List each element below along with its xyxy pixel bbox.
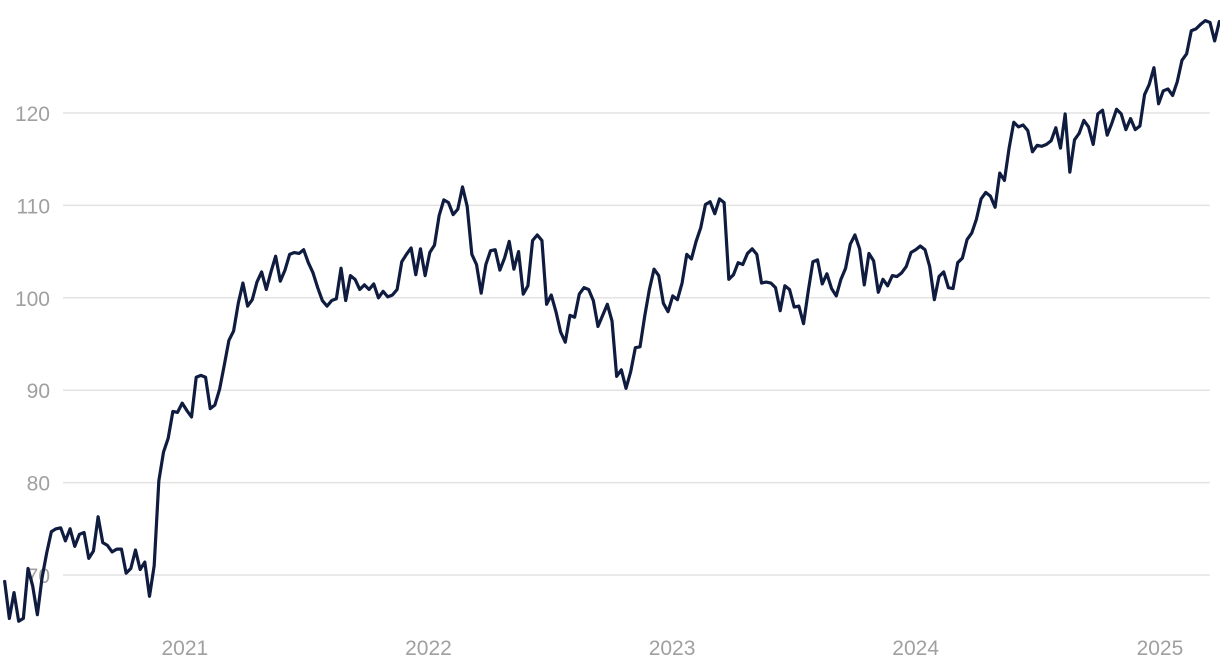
x-tick-label-2022: 2022 [405, 637, 452, 660]
x-tick-label-2021: 2021 [162, 637, 209, 660]
x-axis-tick-labels: 2021 2022 2023 2024 2025 [162, 637, 1184, 660]
gridlines [63, 112, 1210, 576]
y-tick-label-120: 120 [15, 103, 50, 126]
x-tick-label-2024: 2024 [892, 637, 939, 660]
series-line-0 [3, 19, 1220, 623]
y-tick-label-100: 100 [15, 288, 50, 311]
y-tick-label-90: 90 [27, 380, 50, 403]
y-tick-label-110: 110 [17, 195, 50, 218]
series-group [3, 19, 1220, 623]
x-tick-label-2023: 2023 [649, 637, 696, 660]
y-tick-label-80: 80 [27, 473, 50, 496]
x-tick-label-2025: 2025 [1137, 637, 1184, 660]
